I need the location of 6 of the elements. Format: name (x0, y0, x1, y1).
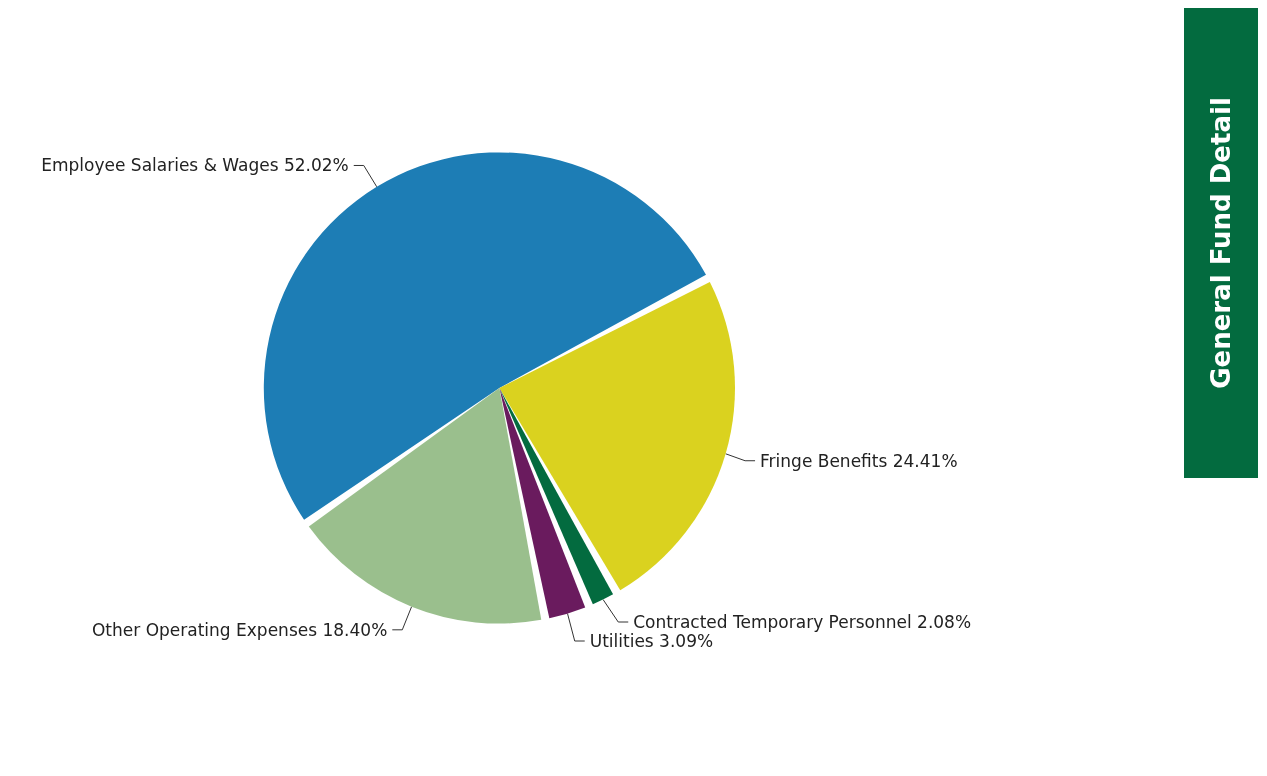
slice-label: Fringe Benefits 24.41% (760, 450, 958, 471)
slice-label: Other Operating Expenses 18.40% (91, 619, 388, 640)
slice-label: Contracted Temporary Personnel 2.08% (633, 612, 972, 633)
slice-label: Employee Salaries & Wages 52.02% (41, 155, 349, 176)
slice-label: Utilities 3.09% (589, 631, 714, 652)
text: General Fund Detail (1206, 97, 1236, 389)
